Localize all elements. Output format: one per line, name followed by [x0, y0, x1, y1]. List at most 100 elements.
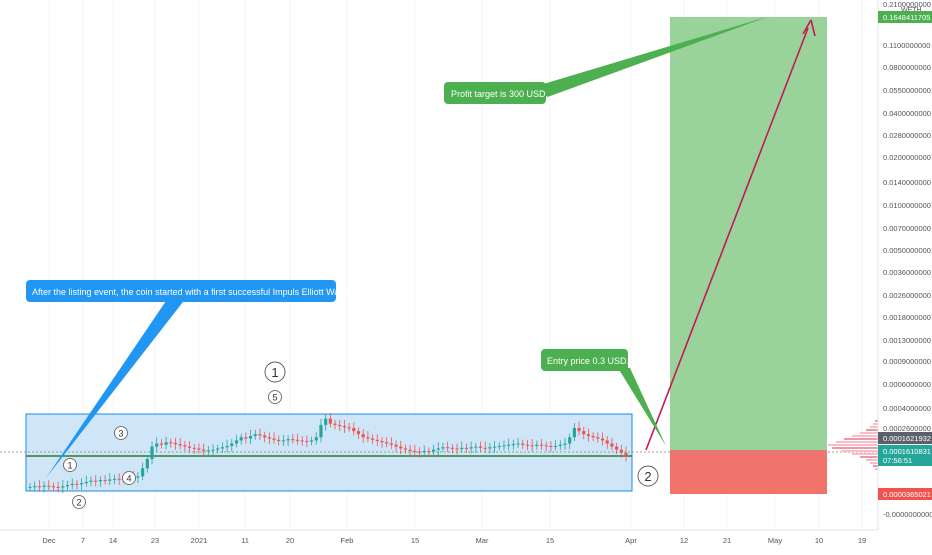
candle-body — [202, 449, 206, 451]
candle-body — [361, 434, 365, 438]
candle-body — [399, 446, 403, 449]
candle-body — [535, 444, 539, 446]
candle-body — [37, 486, 41, 488]
svg-text:07:56:51: 07:56:51 — [883, 456, 912, 465]
candle-body — [178, 444, 182, 446]
candle-body — [413, 450, 417, 452]
time-tick-label: 14 — [109, 536, 117, 545]
candle-body — [61, 486, 65, 488]
candle-body — [141, 468, 145, 477]
price-tick-label: 0.0550000000 — [883, 86, 931, 95]
candle-body — [464, 447, 469, 449]
symbol-label: WETH — [901, 7, 922, 14]
candle-body — [117, 478, 121, 480]
candle-body — [291, 439, 295, 441]
candle-body — [33, 486, 37, 488]
target-callout-text: Profit target is 300 USD. — [451, 89, 548, 99]
candle-body — [554, 445, 558, 447]
price-tick-label: 0.0004000000 — [883, 404, 931, 413]
svg-text:5: 5 — [272, 393, 277, 403]
stop-price-label: 0.0000365021 — [878, 488, 932, 500]
price-tick-label: 0.0006000000 — [883, 380, 931, 389]
candle-body — [295, 439, 300, 441]
target-callout — [444, 82, 546, 104]
wave-label-4: 4 — [122, 471, 136, 485]
candle-body — [65, 485, 70, 487]
candle-body — [511, 444, 515, 446]
candle-body — [389, 443, 393, 445]
candle-body — [94, 480, 98, 482]
candle-body — [549, 445, 553, 447]
svg-text:0.0001621932: 0.0001621932 — [883, 434, 931, 443]
candle-body — [427, 450, 431, 452]
candle-body — [272, 438, 276, 440]
volume-profile-bar — [866, 459, 878, 461]
volume-profile-bar — [852, 435, 878, 437]
svg-text:1: 1 — [67, 461, 72, 471]
candle-body — [502, 445, 506, 447]
candle-body — [319, 424, 323, 438]
candle-body — [286, 439, 290, 441]
svg-text:1: 1 — [271, 365, 278, 380]
price-tick-label: 0.1100000000 — [883, 41, 930, 50]
candle-body — [525, 444, 530, 446]
candle-body — [577, 428, 581, 432]
candle-body — [234, 440, 239, 444]
candle-body — [563, 443, 567, 445]
volume-profile-bar — [873, 465, 878, 467]
candle-body — [28, 486, 32, 488]
candle-body — [239, 437, 243, 441]
candle-body — [394, 444, 398, 447]
last-price-label: 0.0001621932 — [878, 432, 932, 444]
candle-body — [366, 437, 370, 439]
time-tick-label: 19 — [858, 536, 866, 545]
candle-body — [80, 483, 84, 485]
candle-body — [300, 440, 304, 442]
time-tick-label: Dec — [42, 536, 56, 545]
candle-body — [103, 480, 107, 482]
candle-body — [51, 486, 56, 488]
target-zone — [670, 17, 827, 450]
wave-label-major-2: 2 — [637, 465, 659, 487]
candle-body — [342, 426, 347, 428]
svg-text:0.0001610831: 0.0001610831 — [883, 447, 931, 456]
candle-body — [596, 437, 600, 439]
volume-profile-bar — [870, 426, 878, 428]
candle-body — [225, 445, 229, 448]
candle-body — [47, 485, 51, 487]
candle-body — [324, 418, 328, 425]
volume-profile-bar — [836, 441, 878, 443]
candle-body — [610, 443, 614, 447]
candle-body — [624, 452, 628, 456]
candle-body — [112, 478, 117, 480]
time-axis: Dec 7 14 23 2021 11 20 Feb 15 Mar 15 Apr 12 21 May 10 19 — [42, 536, 866, 545]
candle-body — [75, 483, 79, 485]
volume-profile-bar — [852, 453, 878, 455]
candle-body — [478, 446, 483, 448]
candle-body — [328, 418, 332, 424]
price-tick-label: 0.2100000000 — [883, 0, 931, 9]
candle-body — [305, 441, 309, 443]
candle-body — [385, 442, 389, 444]
candle-body — [408, 449, 412, 451]
candle-body — [70, 483, 74, 486]
time-tick-label: 23 — [151, 536, 159, 545]
candle-body — [230, 443, 234, 446]
time-tick-label: 12 — [680, 536, 688, 545]
candle-body — [159, 443, 164, 445]
candle-body — [507, 444, 511, 446]
candle-body — [314, 437, 318, 441]
candle-body — [89, 480, 93, 482]
svg-text:4: 4 — [126, 474, 131, 484]
candle-body — [474, 446, 478, 448]
time-tick-label: Apr — [625, 536, 637, 545]
price-tick-label: 0.0280000000 — [883, 131, 931, 140]
candle-body — [108, 479, 112, 481]
entry-callout-pointer — [618, 368, 666, 446]
time-tick-label: Mar — [476, 536, 489, 545]
candle-body — [591, 436, 595, 438]
price-tick-label: -0.0000000000 — [883, 510, 932, 519]
volume-profile-bar — [832, 447, 878, 449]
